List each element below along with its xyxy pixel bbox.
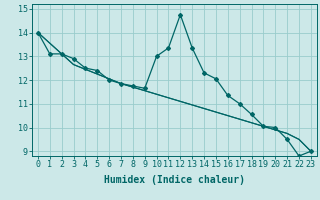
X-axis label: Humidex (Indice chaleur): Humidex (Indice chaleur): [104, 175, 245, 185]
